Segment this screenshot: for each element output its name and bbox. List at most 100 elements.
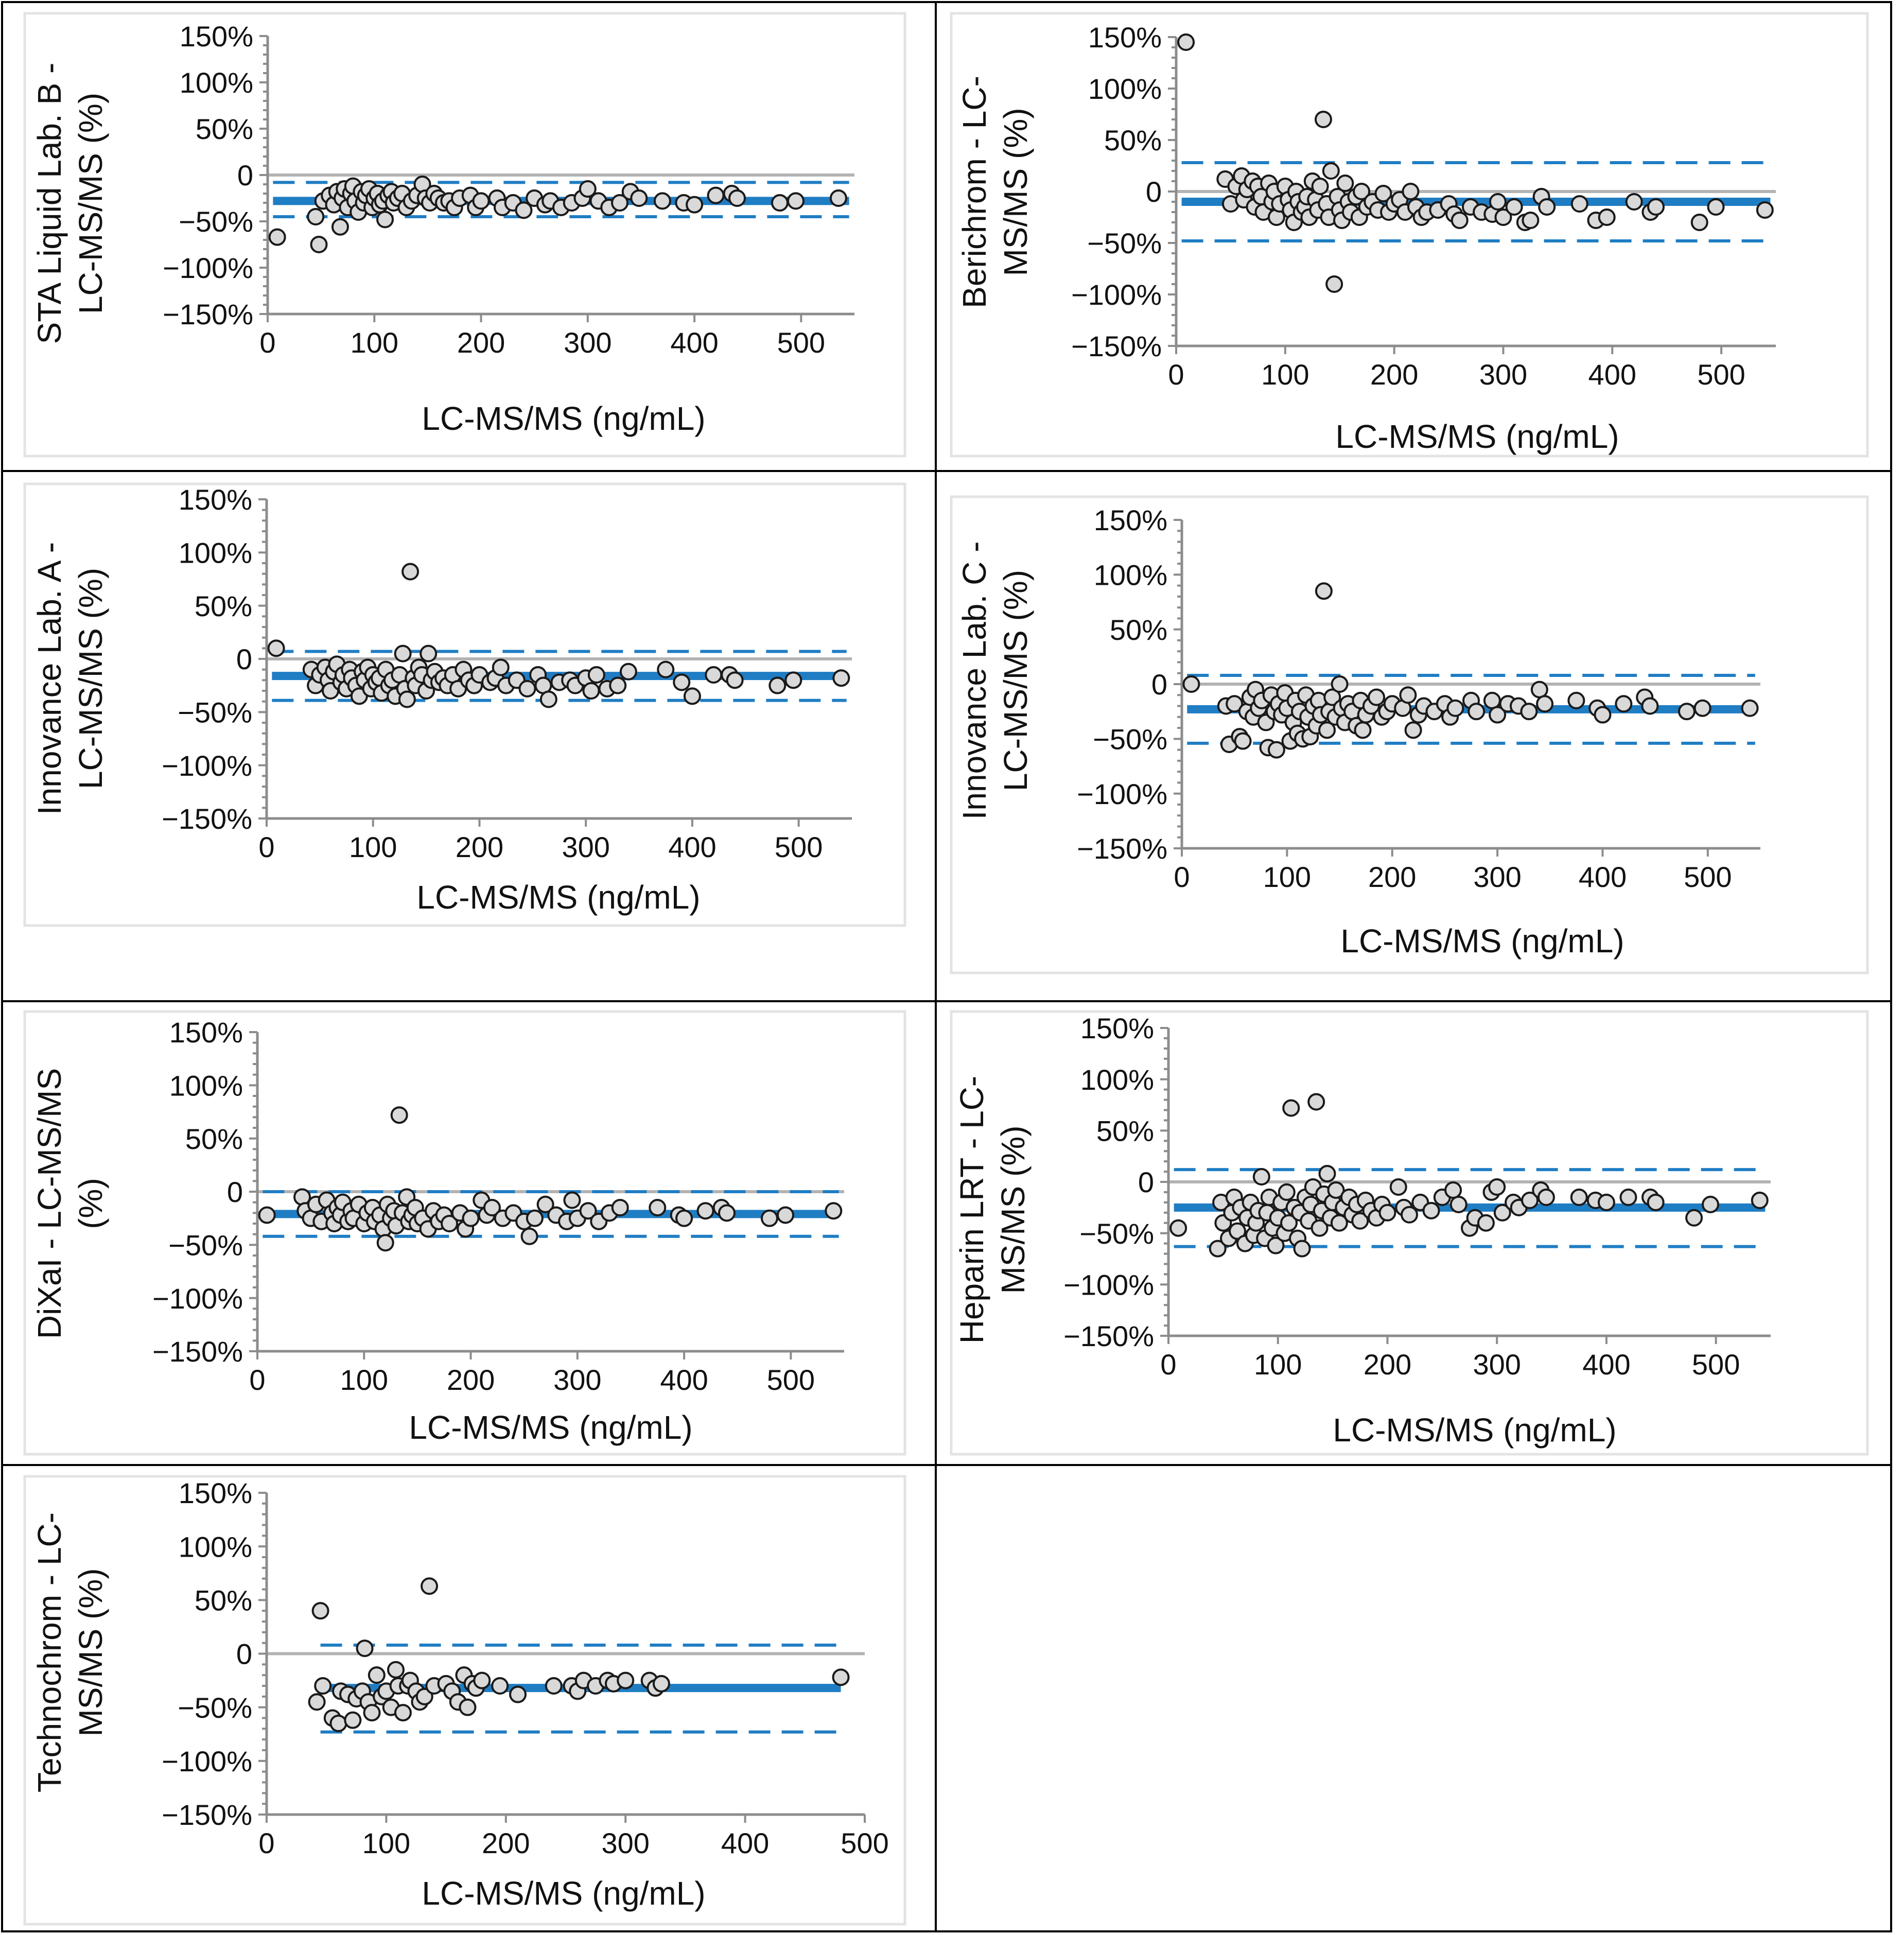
y-tick-label: 100% bbox=[169, 1069, 243, 1102]
data-point bbox=[1521, 1191, 1539, 1209]
plot-area: 150%100%50%0−50%−100%−150%0 100 200 300 400 5… bbox=[162, 483, 852, 863]
y-axis-label-line-2: MS/MS (%) bbox=[72, 1568, 109, 1736]
y-tick-label: 100% bbox=[1080, 1064, 1154, 1096]
data-point bbox=[472, 192, 490, 210]
data-point bbox=[356, 1640, 374, 1658]
x-tick-label: 0 bbox=[258, 1827, 274, 1859]
x-tick-label: 200 bbox=[1364, 1348, 1411, 1381]
data-point bbox=[518, 679, 536, 698]
data-point bbox=[1619, 1188, 1637, 1206]
y-tick-label: 50% bbox=[1110, 614, 1167, 646]
data-point bbox=[705, 666, 723, 684]
x-tick-label: 500 bbox=[1697, 358, 1745, 391]
data-point bbox=[829, 189, 847, 207]
y-tick-label: 0 bbox=[1151, 668, 1167, 701]
y-axis-label: Berichrom - LC- MS/MS (%) bbox=[956, 76, 1034, 308]
panel-sta-liquid: STA Liquid Lab. B - LC-MS/MS (%) LC-MS/M… bbox=[23, 12, 906, 458]
data-point bbox=[1493, 1204, 1511, 1222]
x-tick-label: 0 bbox=[259, 326, 275, 359]
y-tick-label: −100% bbox=[1071, 278, 1162, 311]
y-tick-label: 100% bbox=[179, 536, 252, 569]
y-tick-label: −100% bbox=[163, 252, 253, 284]
y-tick-label: 50% bbox=[185, 1123, 243, 1155]
data-point bbox=[726, 671, 744, 689]
panel-technochrom: Technochrom - LC- MS/MS (%) LC-MS/MS (ng… bbox=[23, 1475, 906, 1926]
data-point bbox=[394, 644, 412, 663]
data-point bbox=[509, 1685, 527, 1703]
x-axis-label: LC-MS/MS (ng/mL) bbox=[1340, 922, 1624, 960]
x-axis-label: LC-MS/MS (ng/mL) bbox=[409, 1409, 692, 1446]
x-tick-label: 500 bbox=[841, 1827, 888, 1859]
data-point bbox=[1537, 1188, 1555, 1206]
data-point bbox=[1229, 1222, 1247, 1240]
y-tick-label: 100% bbox=[180, 66, 253, 99]
y-tick-label: −50% bbox=[1087, 227, 1162, 259]
data-point bbox=[1570, 195, 1588, 213]
data-point bbox=[768, 676, 787, 694]
data-point bbox=[1234, 732, 1252, 750]
x-tick-label: 500 bbox=[1692, 1348, 1740, 1381]
x-tick-label: 300 bbox=[1473, 1348, 1521, 1381]
data-point bbox=[609, 676, 627, 694]
data-point bbox=[1368, 688, 1386, 706]
y-tick-label: 0 bbox=[1146, 176, 1162, 208]
y-axis-label-line-1: Heparin LRT - LC- bbox=[953, 1076, 990, 1344]
x-tick-label: 0 bbox=[258, 831, 274, 863]
data-point bbox=[258, 1206, 276, 1224]
y-tick-label: −100% bbox=[162, 1745, 252, 1777]
data-point bbox=[462, 1209, 480, 1227]
data-point bbox=[394, 1704, 412, 1722]
y-tick-label: −100% bbox=[1077, 778, 1167, 810]
y-tick-label: −150% bbox=[1063, 1320, 1154, 1352]
data-point bbox=[1489, 706, 1507, 724]
x-tick-label: 200 bbox=[482, 1827, 530, 1859]
data-point bbox=[696, 1202, 714, 1220]
data-point bbox=[1325, 275, 1343, 293]
data-point bbox=[1354, 721, 1372, 739]
data-point bbox=[579, 180, 597, 198]
data-point bbox=[673, 673, 691, 691]
data-point bbox=[421, 1577, 439, 1595]
x-tick-label: 100 bbox=[1263, 861, 1311, 893]
x-tick-label: 500 bbox=[767, 1364, 815, 1396]
data-point bbox=[652, 1675, 670, 1693]
y-tick-label: −50% bbox=[178, 1692, 252, 1724]
data-point bbox=[1322, 162, 1340, 180]
data-point bbox=[653, 192, 671, 210]
data-point bbox=[539, 690, 557, 708]
data-point bbox=[459, 1698, 477, 1716]
data-point bbox=[1505, 198, 1523, 216]
x-tick-label: 100 bbox=[1261, 358, 1309, 391]
data-point bbox=[1477, 1214, 1495, 1232]
y-tick-label: 0 bbox=[227, 1176, 243, 1208]
plot-area: 150%100%50%0−50%−100%−150%0 100 200 300 400 5… bbox=[1071, 21, 1776, 391]
x-axis-label: LC-MS/MS (ng/mL) bbox=[422, 1875, 705, 1912]
x-tick-label: 300 bbox=[562, 831, 609, 863]
data-point bbox=[1444, 1181, 1462, 1199]
y-axis-label-line-1: Berichrom - LC- bbox=[956, 76, 993, 308]
data-point bbox=[832, 669, 850, 687]
y-tick-label: 150% bbox=[1080, 1012, 1154, 1044]
data-point bbox=[1169, 1219, 1187, 1237]
x-axis-label: LC-MS/MS (ng/mL) bbox=[1335, 418, 1619, 455]
data-point bbox=[1327, 1181, 1345, 1199]
y-tick-label: −150% bbox=[162, 1799, 252, 1831]
y-axis-label-line-2: MS/MS (%) bbox=[994, 1125, 1032, 1294]
y-tick-label: −50% bbox=[179, 205, 253, 238]
data-point bbox=[1401, 1206, 1418, 1224]
data-point bbox=[1374, 185, 1392, 202]
y-tick-label: 150% bbox=[1088, 21, 1162, 54]
x-tick-label: 100 bbox=[1254, 1348, 1302, 1381]
x-tick-label: 100 bbox=[349, 831, 397, 863]
data-point bbox=[1741, 699, 1759, 717]
data-point bbox=[825, 1202, 843, 1220]
data-point bbox=[1323, 688, 1341, 706]
y-tick-label: 0 bbox=[237, 159, 253, 191]
x-tick-label: 400 bbox=[1579, 861, 1627, 893]
data-point bbox=[1567, 691, 1585, 709]
y-tick-label: 150% bbox=[179, 483, 252, 516]
data-point bbox=[1353, 183, 1371, 200]
data-point bbox=[1330, 1214, 1348, 1232]
data-point bbox=[311, 1602, 329, 1620]
y-axis-label-line-2: (%) bbox=[72, 1178, 109, 1229]
